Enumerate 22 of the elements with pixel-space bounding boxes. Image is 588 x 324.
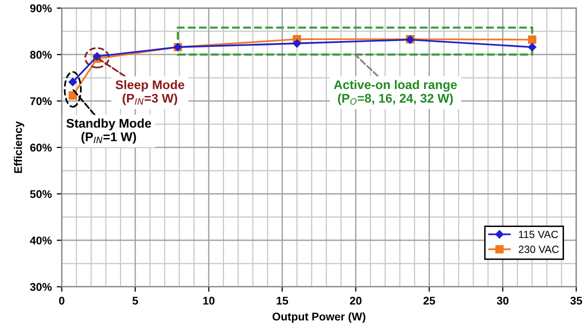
- y-axis-title: Efficiency: [14, 121, 24, 173]
- x-tick-label: 10: [203, 296, 214, 305]
- annotation: Sleep Mode (P$_{IN}$=3 W): [116, 80, 184, 106]
- annotation: Standby Mode (P$_{IN}$=1 W): [66, 118, 152, 144]
- x-tick-label: 20: [350, 296, 362, 305]
- x-tick-label: 15: [276, 296, 288, 305]
- y-tick-label: 70%: [30, 97, 52, 106]
- x-tick-label: 35: [570, 296, 582, 305]
- legend-label: 230 VAC: [518, 246, 559, 254]
- y-tick-label: 50%: [30, 190, 52, 198]
- legend-label: 115 VAC: [519, 230, 558, 238]
- x-axis-title: Output Power (W): [272, 312, 366, 323]
- x-tick-label: 0: [59, 296, 64, 305]
- x-tick-label: 5: [132, 296, 138, 305]
- y-tick-label: 40%: [30, 236, 52, 244]
- y-tick-label: 60%: [30, 144, 52, 152]
- x-tick-label: 30: [496, 296, 508, 305]
- y-tick-label: 30%: [30, 283, 52, 291]
- y-tick-label: 80%: [30, 50, 52, 59]
- y-tick-label: 90%: [30, 4, 52, 12]
- annotation: Active-on load range (P$_{O}$=8, 16, 24, 32 W): [334, 80, 457, 106]
- x-tick-label: 25: [423, 296, 436, 305]
